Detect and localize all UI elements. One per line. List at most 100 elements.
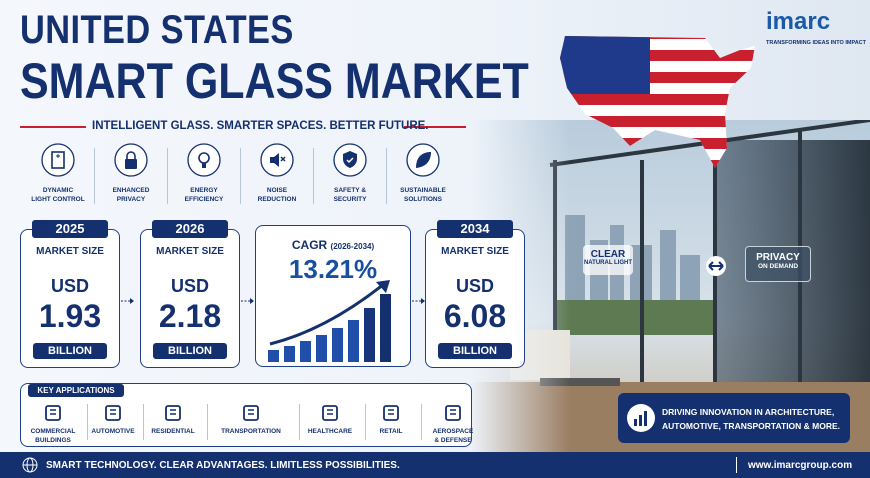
feature-icon — [187, 143, 221, 177]
feature-separator — [240, 148, 241, 204]
footer: SMART TECHNOLOGY. CLEAR ADVANTAGES. LIMI… — [0, 452, 870, 478]
stat-year: 2025 — [32, 220, 108, 238]
feature-label: ENERGY EFFICIENCY — [168, 186, 240, 204]
feature-label: SAFETY & SECURITY — [314, 186, 386, 204]
stat-currency: USD — [50, 276, 89, 296]
feature-label-line: LIGHT CONTROL — [31, 196, 85, 203]
stat-unit: BILLION — [438, 343, 512, 359]
application-label-line: RETAIL — [379, 428, 403, 435]
cagr-value: 13.21% — [288, 254, 378, 284]
flow-arrow — [241, 298, 254, 304]
application-label-line: TRANSPORTATION — [221, 428, 281, 435]
application-separator — [421, 404, 422, 440]
feature-label-line: SECURITY — [333, 196, 367, 203]
stat-card: MARKET SIZE USD 2.18 BILLION — [140, 229, 240, 368]
feature-label: SUSTAINABLE SOLUTIONS — [387, 186, 459, 204]
application-icon — [243, 405, 259, 421]
cagr-label: CAGR — [291, 238, 328, 252]
stat-label: MARKET SIZE — [441, 246, 509, 257]
feature-label-line: EFFICIENCY — [184, 196, 224, 203]
stat-value: 1.93 — [38, 298, 102, 334]
applications-title: KEY APPLICATIONS — [28, 384, 124, 397]
innovation-line2: AUTOMOTIVE, TRANSPORTATION & MORE. — [662, 421, 841, 431]
cagr-heading: CAGR (2026-2034) — [256, 238, 410, 252]
feature-label: ENHANCED PRIVACY — [95, 186, 167, 204]
application-label-line: COMMERCIAL — [30, 428, 76, 435]
application-label: AEROSPACE & DEFENSE — [422, 427, 484, 445]
stat-card: MARKET SIZE USD 6.08 BILLION — [425, 229, 525, 368]
logo-name: imarc — [766, 8, 831, 35]
feature-label-line: ENHANCED — [112, 187, 150, 194]
stat-year: 2034 — [437, 220, 513, 238]
stat-currency: USD — [170, 276, 209, 296]
clear-title: CLEAR — [590, 249, 626, 260]
footer-divider — [736, 457, 737, 473]
feature-icon — [406, 143, 440, 177]
application-label-line: AEROSPACE — [432, 428, 474, 435]
stat-unit: BILLION — [153, 343, 227, 359]
application-label-line: RESIDENTIAL — [151, 428, 195, 435]
application-label: RETAIL — [366, 427, 416, 436]
privacy-label: PRIVACY ON DEMAND — [745, 246, 811, 282]
us-flag-map — [560, 36, 755, 168]
application-separator — [207, 404, 208, 440]
stat-value: 6.08 — [443, 298, 507, 334]
footer-slogan: SMART TECHNOLOGY. CLEAR ADVANTAGES. LIMI… — [46, 460, 400, 471]
feature-icon — [114, 143, 148, 177]
application-separator — [365, 404, 366, 440]
flow-arrow — [412, 298, 425, 304]
feature-label-line: SUSTAINABLE — [400, 187, 446, 194]
application-separator — [299, 404, 300, 440]
application-label: AUTOMOTIVE — [88, 427, 138, 436]
application-icon — [322, 405, 338, 421]
cagr-period: (2026-2034) — [330, 242, 375, 251]
privacy-title: PRIVACY — [756, 252, 800, 263]
feature-label-line: SAFETY & — [333, 187, 367, 194]
innovation-line1: DRIVING INNOVATION IN ARCHITECTURE, — [662, 407, 835, 417]
privacy-sub: ON DEMAND — [757, 263, 799, 270]
stat-value: 2.18 — [158, 298, 222, 334]
application-separator — [143, 404, 144, 440]
stat-currency: USD — [455, 276, 494, 296]
application-label-line: AUTOMOTIVE — [91, 428, 135, 435]
flow-arrow — [121, 298, 134, 304]
application-label-line: BUILDINGS — [35, 437, 71, 444]
feature-separator — [167, 148, 168, 204]
application-label: RESIDENTIAL — [144, 427, 202, 436]
stat-card: MARKET SIZE USD 1.93 BILLION — [20, 229, 120, 368]
feature-icon — [333, 143, 367, 177]
toggle-icon — [706, 256, 726, 276]
application-icon — [445, 405, 461, 421]
footer-url: www.imarcgroup.com — [748, 460, 853, 471]
application-label: COMMERCIAL BUILDINGS — [24, 427, 82, 445]
cagr-card: CAGR (2026-2034) 13.21% — [255, 225, 411, 367]
divider — [404, 126, 466, 128]
feature-label-line: SOLUTIONS — [404, 196, 442, 203]
feature-label-line: DYNAMIC — [42, 187, 74, 194]
stat-label: MARKET SIZE — [156, 246, 224, 257]
clear-label: CLEAR NATURAL LIGHT — [583, 245, 633, 275]
feature-label: DYNAMIC LIGHT CONTROL — [22, 186, 94, 204]
growth-graphic — [268, 280, 391, 362]
application-icon — [105, 405, 121, 421]
application-label-line: HEALTHCARE — [307, 428, 353, 435]
application-label: TRANSPORTATION — [208, 427, 294, 436]
feature-label-line: NOISE — [266, 187, 288, 194]
application-icon — [45, 405, 61, 421]
feature-separator — [313, 148, 314, 204]
stat-label: MARKET SIZE — [36, 246, 104, 257]
title-line2: SMART GLASS MARKET — [20, 53, 529, 109]
feature-label-line: PRIVACY — [116, 196, 146, 203]
feature-separator — [94, 148, 95, 204]
tagline: INTELLIGENT GLASS. SMARTER SPACES. BETTE… — [92, 120, 429, 132]
application-separator — [87, 404, 88, 440]
feature-icon — [41, 143, 75, 177]
globe-icon — [22, 457, 38, 473]
application-label: HEALTHCARE — [300, 427, 360, 436]
logo-slogan: TRANSFORMING IDEAS INTO IMPACT — [766, 40, 867, 46]
stat-year: 2026 — [152, 220, 228, 238]
application-icon — [383, 405, 399, 421]
divider — [20, 126, 86, 128]
feature-label: NOISE REDUCTION — [241, 186, 313, 204]
